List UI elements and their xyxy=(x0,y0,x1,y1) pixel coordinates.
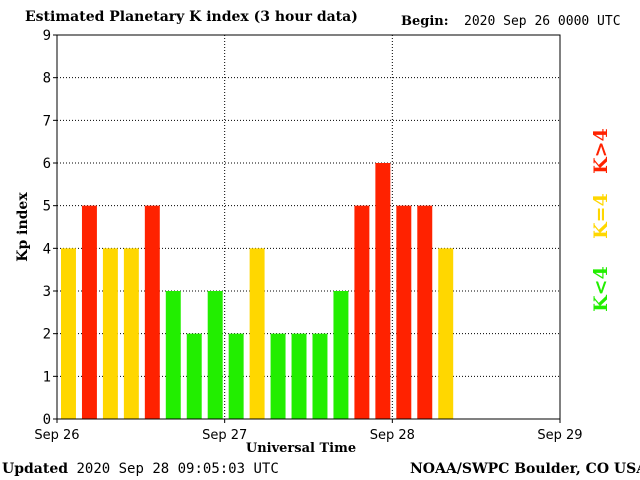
y-tick-label: 0 xyxy=(43,412,51,428)
kp-bar xyxy=(186,333,202,419)
x-tick-label: Sep 27 xyxy=(202,428,247,443)
legend-k-less-4: K<4 xyxy=(590,266,612,312)
begin-value: 2020 Sep 26 0000 UTC xyxy=(464,14,621,29)
kp-bar xyxy=(144,205,160,419)
y-tick-label: 7 xyxy=(43,113,51,129)
plot-frame xyxy=(56,34,561,420)
kp-bar xyxy=(354,205,370,419)
kp-bar xyxy=(312,333,328,419)
y-tick-label: 2 xyxy=(43,327,51,343)
grid-layer xyxy=(57,35,560,419)
x-tick-label: Sep 26 xyxy=(34,428,79,443)
legend-k-greater-4: K>4 xyxy=(590,128,612,174)
y-tick-label: 3 xyxy=(43,284,51,300)
y-tick-label: 9 xyxy=(43,28,51,44)
kp-bar xyxy=(291,333,307,419)
kp-bar xyxy=(102,248,118,419)
source-credit: NOAA/SWPC Boulder, CO USA xyxy=(410,461,640,477)
y-axis-label: Kp index xyxy=(15,192,31,262)
y-tick-label: 1 xyxy=(43,369,51,385)
kp-bar xyxy=(375,163,391,419)
kp-bar xyxy=(333,291,349,419)
kp-bar xyxy=(228,333,244,419)
x-tick-label: Sep 29 xyxy=(537,428,582,443)
kp-bar xyxy=(396,205,412,419)
begin-label: Begin: xyxy=(401,14,449,29)
kp-bar xyxy=(417,205,433,419)
ticks-layer: 0 1 2 3 4 5 6 7 8 9 Sep 26 Sep 27 Sep 28 Sep 29 xyxy=(34,28,582,443)
kp-bar xyxy=(81,205,97,419)
y-tick-label: 6 xyxy=(43,156,51,172)
legend-k-equal-4: K=4 xyxy=(590,193,612,239)
updated-label: Updated xyxy=(2,461,69,477)
y-tick-label: 5 xyxy=(43,199,51,215)
kp-bar xyxy=(249,248,265,419)
x-tick-label: Sep 28 xyxy=(370,428,415,443)
kp-bar xyxy=(270,333,286,419)
y-tick-label: 8 xyxy=(43,71,51,87)
kp-bar xyxy=(438,248,454,419)
x-axis-label: Universal Time xyxy=(246,441,356,456)
y-tick-label: 4 xyxy=(43,241,51,257)
updated-timestamp: Updated 2020 Sep 28 09:05:03 UTC xyxy=(2,461,279,477)
kp-bar xyxy=(207,291,223,419)
updated-value: 2020 Sep 28 09:05:03 UTC xyxy=(76,461,279,477)
kp-bar xyxy=(61,248,76,419)
kp-bar xyxy=(165,291,181,419)
kp-bar xyxy=(123,248,139,419)
bars-layer xyxy=(61,163,454,419)
chart-title: Estimated Planetary K index (3 hour data… xyxy=(25,9,358,25)
